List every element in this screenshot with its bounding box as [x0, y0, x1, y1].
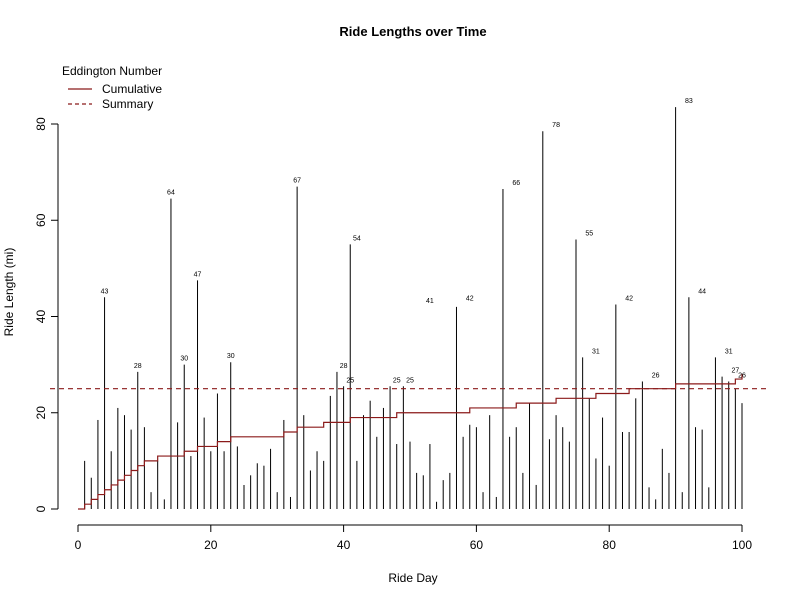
y-axis-label: Ride Length (mi): [2, 248, 16, 337]
legend-label-summary: Summary: [102, 97, 153, 111]
y-tick-label: 20: [34, 406, 48, 420]
ride-value-label: 25: [393, 377, 401, 384]
ride-value-label: 83: [685, 98, 693, 105]
ride-value-label: 30: [180, 356, 188, 363]
ride-value-label: 25: [406, 377, 414, 384]
ride-value-label: 47: [194, 271, 202, 278]
ride-value-label: 67: [293, 178, 301, 185]
ride-value-label: 44: [698, 288, 706, 295]
y-tick-label: 60: [34, 213, 48, 227]
ride-value-label: 78: [552, 122, 560, 129]
ride-value-label: 28: [134, 363, 142, 370]
cumulative-eddington-line: [78, 374, 743, 510]
legend-title: Eddington Number: [62, 64, 162, 78]
ride-value-label: 31: [592, 348, 600, 355]
ride-value-labels: 43 28 64 30 47 30 67 28 25 54 25 25 41 42 66 78 55 31 42 26…: [101, 98, 746, 384]
ride-value-label: 26: [652, 372, 660, 379]
ride-value-label: 41: [426, 298, 434, 305]
x-tick-label: 60: [470, 538, 484, 552]
y-tick-label: 40: [34, 310, 48, 324]
x-tick-label: 20: [204, 538, 218, 552]
ride-value-label: 43: [101, 288, 109, 295]
x-tick-label: 100: [732, 538, 752, 552]
ride-value-label: 42: [466, 295, 474, 302]
ride-value-label: 28: [340, 363, 348, 370]
x-tick-label: 0: [75, 538, 82, 552]
x-tick-label: 80: [603, 538, 617, 552]
ride-value-label: 30: [227, 353, 235, 360]
chart-title: Ride Lengths over Time: [339, 24, 486, 39]
ride-value-label: 55: [585, 231, 593, 238]
ride-value-label: 27: [731, 368, 739, 375]
cumulative-step-line: [78, 374, 743, 510]
y-tick-label: 80: [34, 117, 48, 131]
legend: Eddington Number Cumulative Summary: [62, 64, 162, 111]
y-axis: 0 20 40 60 80: [34, 117, 59, 512]
ride-value-label: 54: [353, 235, 361, 242]
ride-bars: [84, 107, 743, 509]
ride-value-label: 26: [738, 372, 746, 379]
ride-value-label: 25: [346, 377, 354, 384]
ride-value-label: 31: [725, 348, 733, 355]
ride-value-label: 42: [625, 295, 633, 302]
y-tick-label: 0: [34, 505, 48, 512]
x-axis-label: Ride Day: [388, 571, 437, 585]
ride-value-label: 66: [512, 180, 520, 187]
x-tick-label: 40: [337, 538, 351, 552]
legend-label-cumulative: Cumulative: [102, 82, 162, 96]
x-axis: 0 20 40 60 80 100: [75, 524, 752, 552]
ride-value-label: 64: [167, 190, 175, 197]
